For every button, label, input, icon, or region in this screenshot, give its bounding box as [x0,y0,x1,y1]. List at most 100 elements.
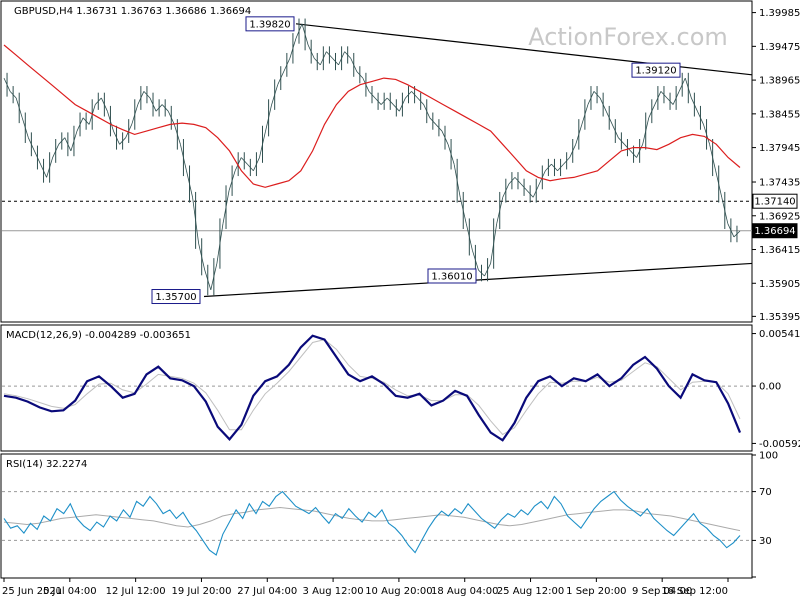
price-tick-label: 1.36415 [759,245,800,256]
price-segment [423,104,431,118]
price-segment [435,124,443,132]
price-segment [362,77,370,92]
rsi-axis: 100 70 30 [752,451,778,578]
price-segment [690,97,698,112]
price-segment [386,97,394,105]
price-segment [344,51,352,59]
price-segment [478,269,485,277]
price-segment [599,97,607,112]
time-tick-label: 25 Jun 2021 [2,586,62,597]
price-segment [137,91,145,105]
time-tick-label: 12 Jul 12:00 [106,586,166,597]
price-segment [374,97,382,105]
price-level-label: 1.37140 [754,197,795,208]
price-segment [21,117,29,138]
price-level-label: 1.36694 [754,226,795,237]
rsi-panel: RSI(14) 32.2274 100 70 30 [0,451,778,579]
watermark: ActionForex.com [528,23,728,51]
price-segment [593,91,601,99]
macd-tick-label: 0.00 [759,382,781,393]
price-segment [52,144,60,158]
price-callout-box [427,268,477,284]
price-segment [441,130,449,145]
price-segment [630,150,637,158]
price-segment [192,197,200,244]
price-segment [332,57,339,66]
price-segment [307,44,315,59]
price-segment [368,91,376,99]
price-segment [216,223,224,264]
lower-trendline [203,262,753,298]
price-segment [143,91,151,99]
price-segment [605,111,613,125]
price-tick-label: 1.38455 [759,109,800,120]
price-segment [247,163,254,172]
price-tick-label: 1.39475 [759,42,800,53]
price-segment [563,157,570,165]
price-segment [326,51,333,59]
rsi-tick-label: 30 [759,536,772,547]
time-tick-label: 19 Jul 20:00 [171,586,231,597]
price-segment [295,23,303,39]
time-tick-label: 9 Sep 04:00 [632,586,692,597]
price-callout-box [631,62,681,78]
price-segment [684,77,692,99]
price-segment [496,197,504,224]
price-segment [642,117,650,145]
price-axis: 1.35395 1.35905 1.36415 1.36925 1.37435 1.379… [752,8,800,323]
price-segment [569,144,577,158]
price-segment [180,144,187,171]
price-segment [666,97,674,105]
price-segment [465,223,473,251]
time-tick-label: 16 Sep 12:00 [661,586,728,597]
price-segment [356,71,364,79]
price-segment [624,144,631,152]
price-segment [277,71,285,85]
price-segment [58,137,66,145]
price-segment [551,163,558,172]
time-tick-label: 10 Aug 20:00 [365,586,432,597]
price-segment [648,104,656,118]
price-segment [429,117,437,125]
price-segment [240,157,248,165]
price-segment [131,104,139,125]
price-level-box [752,193,798,209]
price-segment [82,117,90,125]
price-segment [173,124,181,145]
price-segment [715,170,723,198]
price-callout-box [245,16,295,32]
time-tick-label: 1 Sep 20:00 [566,586,626,597]
main-panel: GBPUSD,H4 1.36731 1.36763 1.36686 1.3669… [0,0,800,323]
price-segment [618,137,625,145]
time-tick-label: 18 Aug 04:00 [431,586,498,597]
macd-axis: 0.005419 0.00 -0.005921 [752,329,800,450]
price-segment [538,170,546,185]
time-tick-label: 3 Aug 12:00 [303,586,364,597]
price-segment [672,91,680,105]
price-segment [484,263,491,277]
price-segment [520,183,528,191]
price-segment [581,104,589,125]
price-segment [319,51,327,66]
rsi-tick-label: 70 [759,487,772,498]
price-segment [265,104,273,132]
price-tick-label: 1.37435 [759,178,800,189]
price-tick-label: 1.39985 [759,8,800,19]
macd-line [3,334,742,442]
price-segment [338,51,345,66]
price-segment [9,91,17,99]
price-segment [611,124,619,138]
rsi-series [2,490,752,556]
price-segment [721,197,729,224]
price-segment [186,170,193,198]
price-segment [228,170,236,191]
time-tick-label: 27 Jul 04:00 [237,586,297,597]
price-segment [34,150,41,165]
price-segment [289,38,297,59]
price-segment [76,117,84,132]
price-segment [678,77,686,92]
price-segment [545,163,552,172]
rsi-line [3,490,741,556]
price-segment [654,91,662,105]
price-segment [15,97,23,118]
